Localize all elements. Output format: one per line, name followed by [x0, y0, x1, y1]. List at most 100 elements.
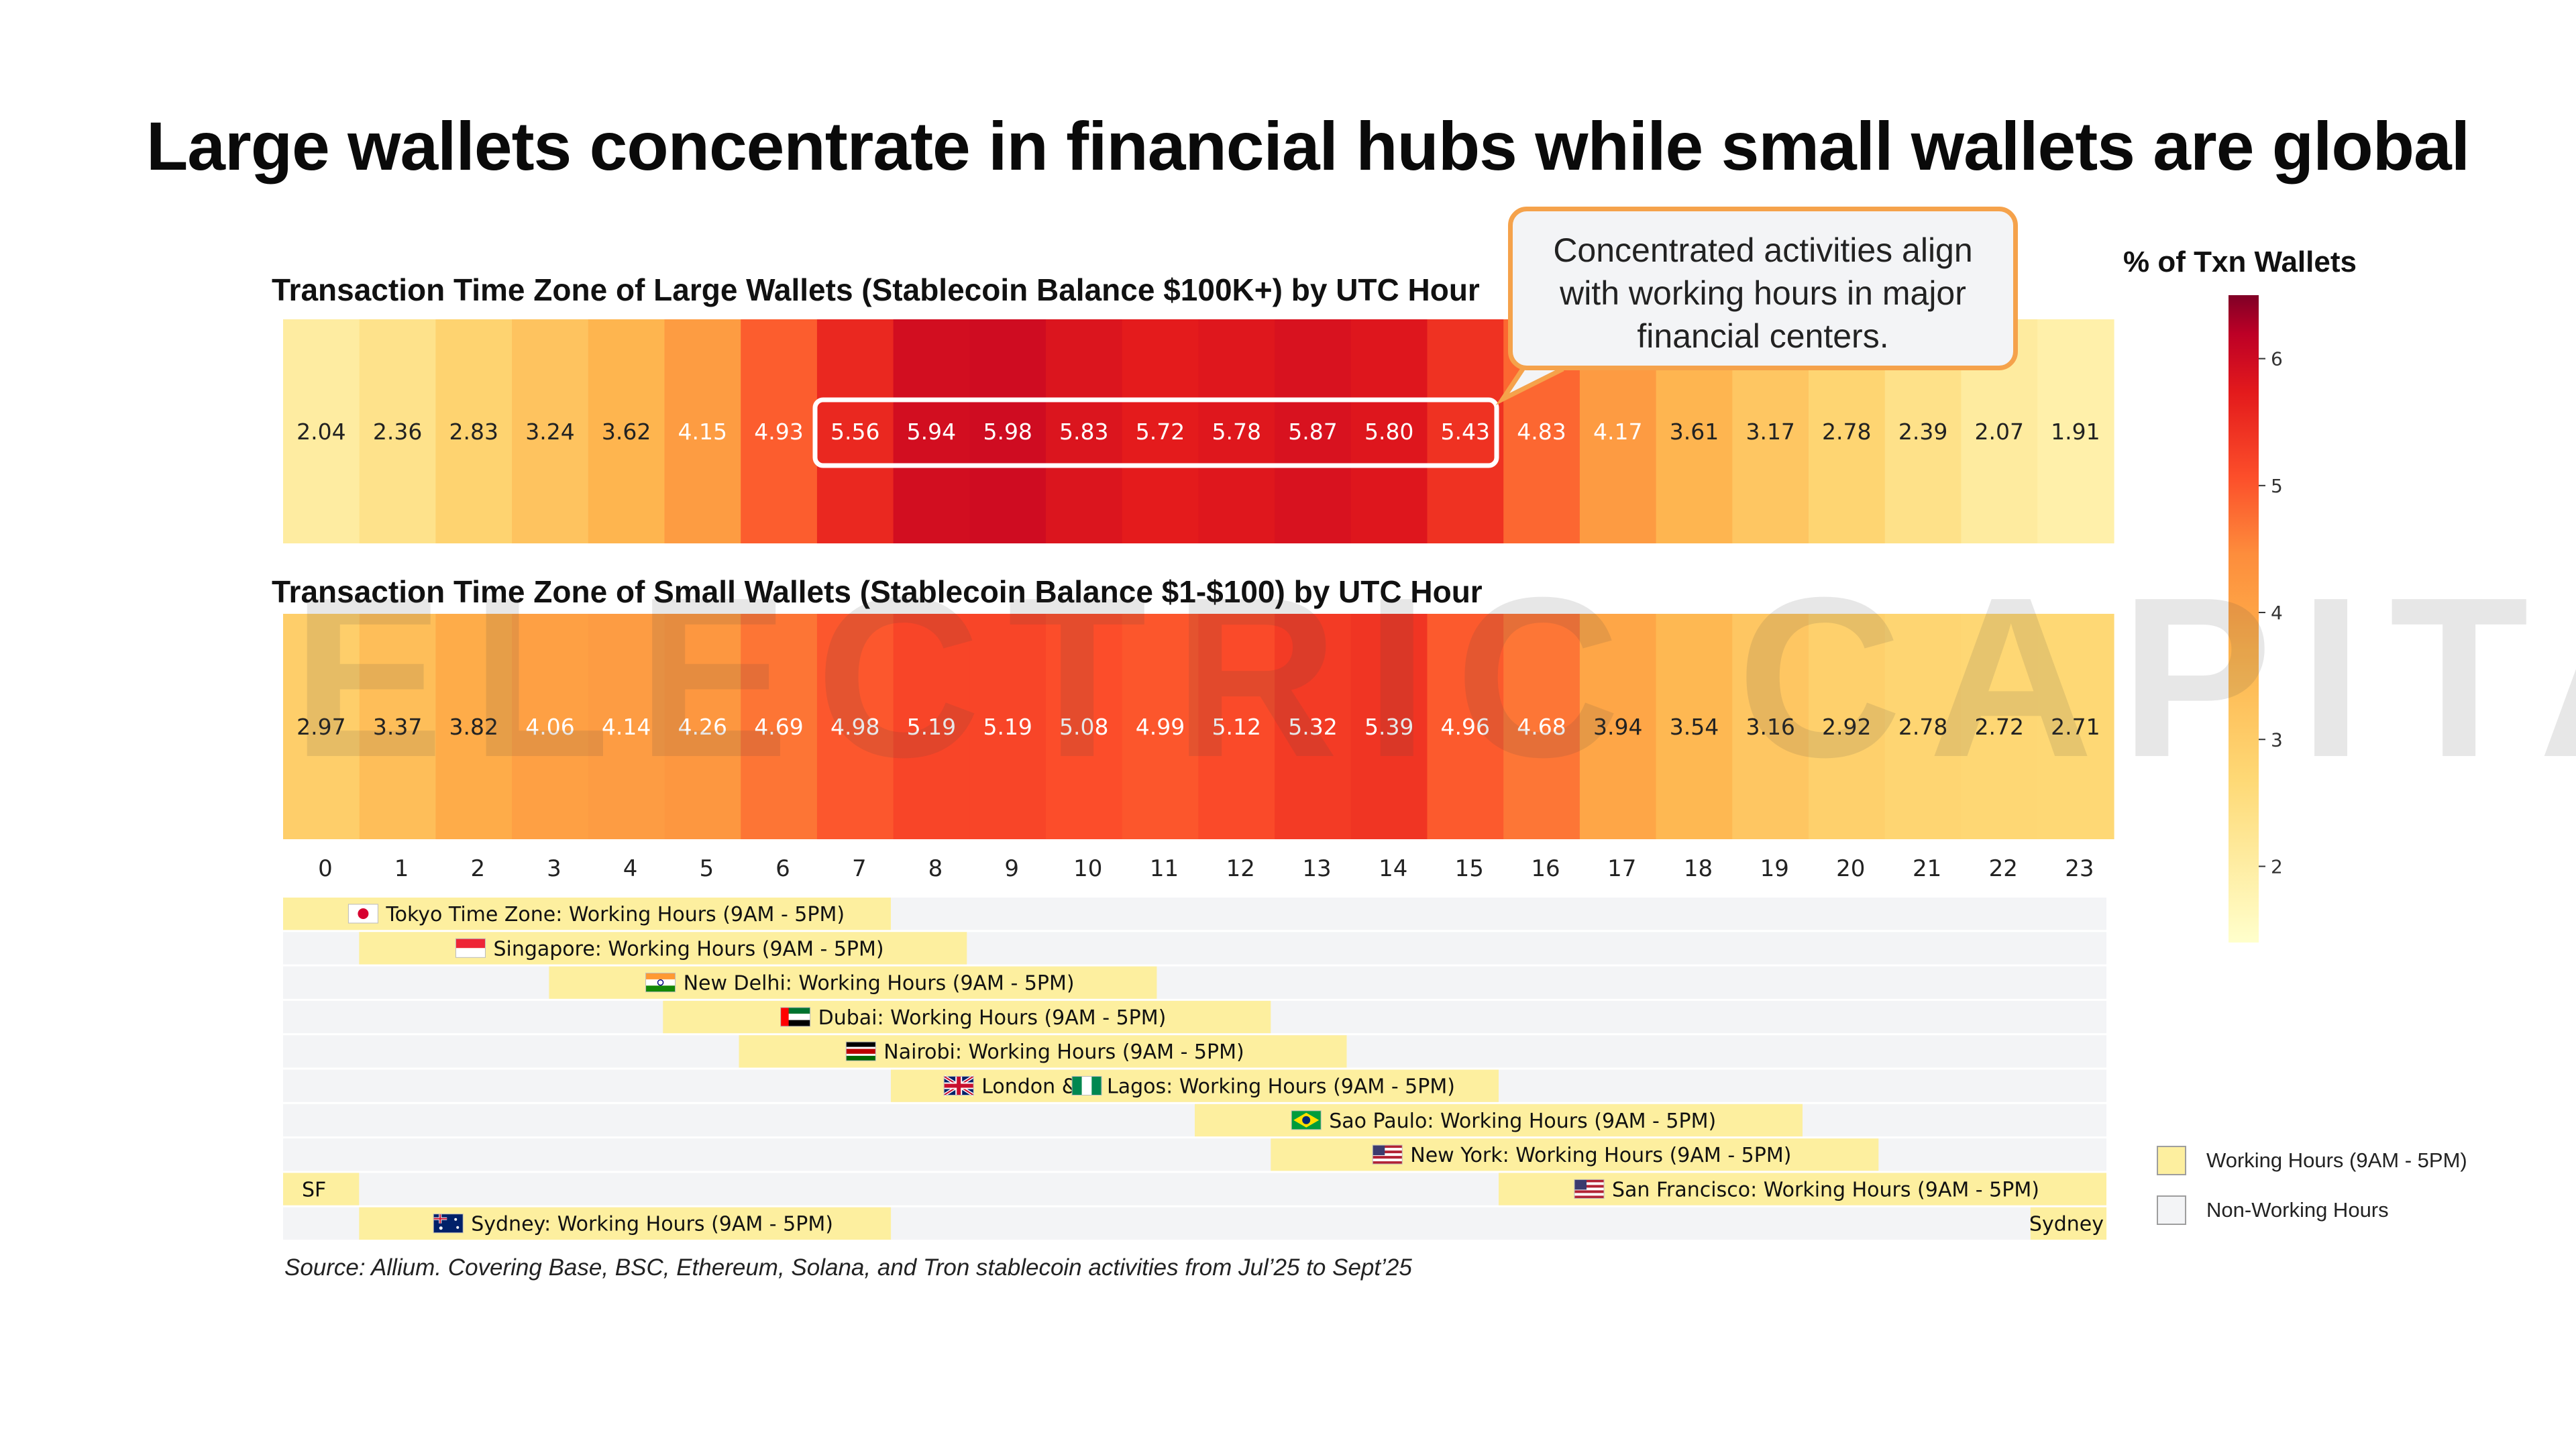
x-tick-label: 0	[318, 855, 333, 882]
heatmap-cell	[1809, 614, 1886, 839]
watermark: ELECTRIC CAPITAL	[292, 550, 2576, 805]
working-hours-bar	[283, 1173, 360, 1205]
heatmap-value-label: 2.36	[373, 419, 422, 445]
colorbar-tick-label: 3	[2271, 729, 2283, 751]
heatmap-cell	[1198, 319, 1275, 543]
colorbar: 2 3 4 5 6	[2229, 295, 2283, 943]
x-tick-label: 9	[1004, 855, 1019, 882]
usa-flag-icon	[1574, 1179, 1605, 1199]
heatmap-value-label: 4.68	[1517, 714, 1566, 740]
heatmap-cell	[588, 319, 665, 543]
heatmap-cell	[1427, 614, 1504, 839]
x-tick-label: 13	[1302, 855, 1331, 882]
heatmap-cell	[1122, 614, 1199, 839]
heatmap-value-label: 5.72	[1136, 419, 1185, 445]
heatmap-value-label: 5.56	[830, 419, 879, 445]
x-tick-label: 6	[775, 855, 790, 882]
timeline-label: New York: Working Hours (9AM - 5PM)	[1410, 1144, 1791, 1167]
heatmap-cell	[1198, 614, 1275, 839]
heatmap-cell	[512, 614, 589, 839]
timeline-row: Tokyo Time Zone: Working Hours (9AM - 5P…	[283, 898, 2106, 930]
heatmap-value-label: 4.99	[1136, 714, 1185, 740]
heatmap-cell	[435, 614, 513, 839]
timeline-row: Nairobi: Working Hours (9AM - 5PM)	[283, 1035, 2106, 1068]
heatmap-cell	[741, 614, 818, 839]
heatmap-value-label: 3.61	[1670, 419, 1719, 445]
colorbar-tick-label: 2	[2271, 855, 2283, 877]
timeline-label: Sydney: Working Hours (9AM - 5PM)	[471, 1213, 833, 1236]
heatmap-cell	[1350, 319, 1428, 543]
timeline-label: Sao Paulo: Working Hours (9AM - 5PM)	[1329, 1110, 1716, 1133]
timeline-label: San Francisco: Working Hours (9AM - 5PM)	[1612, 1178, 2039, 1201]
heatmap-cell	[1427, 319, 1504, 543]
small-wallets-heatmap: 2.97 3.37 3.82 4.06 4.14 4.26 4.69 4.98 5.19 5.19…	[283, 614, 2114, 839]
callout-line: with working hours in major	[1560, 274, 1966, 312]
wraparound-label: SF	[302, 1178, 326, 1201]
x-tick-label: 8	[928, 855, 943, 882]
heatmap-value-label: 5.78	[1212, 419, 1261, 445]
x-tick-label: 7	[852, 855, 867, 882]
heatmap-value-label: 3.24	[525, 419, 574, 445]
callout-line: financial centers.	[1637, 317, 1889, 355]
heatmap-cell	[816, 319, 894, 543]
heatmap-value-label: 4.15	[678, 419, 727, 445]
legend-working-swatch	[2157, 1146, 2186, 1175]
x-tick-label: 22	[1989, 855, 2018, 882]
heatmap-cell	[1503, 614, 1580, 839]
heatmap-cell	[664, 319, 741, 543]
x-tick-label: 5	[699, 855, 714, 882]
small-wallets-chart-title: Transaction Time Zone of Small Wallets (…	[272, 574, 1483, 609]
heatmap-cell	[1961, 614, 2038, 839]
heatmap-value-label: 2.97	[297, 714, 345, 740]
page-title: Large wallets concentrate in financial h…	[146, 108, 2470, 184]
heatmap-cell	[969, 614, 1046, 839]
heatmap-value-label: 3.94	[1593, 714, 1642, 740]
heatmap-value-label: 3.82	[449, 714, 498, 740]
working-hours-bar	[1271, 1138, 1879, 1171]
heatmap-value-label: 5.19	[983, 714, 1032, 740]
colorbar-title: % of Txn Wallets	[2123, 246, 2357, 278]
working-hours-bar	[739, 1035, 1347, 1068]
timeline-label: Dubai: Working Hours (9AM - 5PM)	[818, 1006, 1167, 1030]
heatmap-cell	[588, 614, 665, 839]
callout-box: Concentrated activities align with worki…	[1508, 207, 2018, 370]
australia-flag-icon	[433, 1214, 464, 1234]
heatmap-value-label: 2.78	[1898, 714, 1947, 740]
heatmap-value-label: 2.39	[1898, 419, 1947, 445]
working-hours-bar	[283, 898, 891, 930]
heatmap-value-label: 5.83	[1059, 419, 1108, 445]
timeline-row: Singapore: Working Hours (9AM - 5PM)	[283, 932, 2106, 965]
heatmap-cell	[1275, 614, 1352, 839]
x-tick-label: 10	[1073, 855, 1102, 882]
timeline-label: Nairobi: Working Hours (9AM - 5PM)	[883, 1040, 1244, 1064]
heatmap-cell	[1122, 319, 1199, 543]
heatmap-value-label: 4.98	[830, 714, 879, 740]
colorbar-tick-label: 6	[2271, 348, 2283, 370]
x-tick-label: 23	[2065, 855, 2094, 882]
japan-flag-icon	[347, 904, 378, 924]
heatmap-cell	[1046, 319, 1123, 543]
heatmap-value-label: 4.93	[754, 419, 803, 445]
heatmap-cell	[1350, 614, 1428, 839]
timeline-row: Dubai: Working Hours (9AM - 5PM)	[283, 1000, 2106, 1034]
heatmap-value-label: 5.32	[1288, 714, 1337, 740]
x-tick-label: 20	[1836, 855, 1865, 882]
legend-working-hours: Working Hours (9AM - 5PM)	[2157, 1146, 2467, 1175]
heatmap-cell	[1579, 614, 1657, 839]
heatmap-value-label: 5.94	[907, 419, 956, 445]
heatmap-cell	[969, 319, 1046, 543]
timeline-label: London &	[981, 1075, 1077, 1099]
working-hours-bar	[2030, 1207, 2107, 1240]
heatmap-cell	[359, 614, 437, 839]
callout-line: Concentrated activities align	[1553, 231, 1973, 269]
heatmap-value-label: 3.62	[602, 419, 651, 445]
colorbar-tick-label: 4	[2271, 602, 2283, 624]
x-axis-ticks: 0 1 2 3 4 5 6 7 8 9 10 11 12 13 14 15 16 17 18 19 20 21 22 23	[318, 855, 2094, 882]
heatmap-value-label: 3.37	[373, 714, 422, 740]
nigeria-flag-icon	[1071, 1076, 1102, 1095]
heatmap-value-label: 4.96	[1441, 714, 1490, 740]
heatmap-cell	[816, 614, 894, 839]
timeline-row: Sydney Sydney: Working Hours (9AM - 5PM)	[283, 1207, 2107, 1240]
heatmap-value-label: 2.04	[297, 419, 345, 445]
heatmap-cell	[283, 319, 360, 543]
